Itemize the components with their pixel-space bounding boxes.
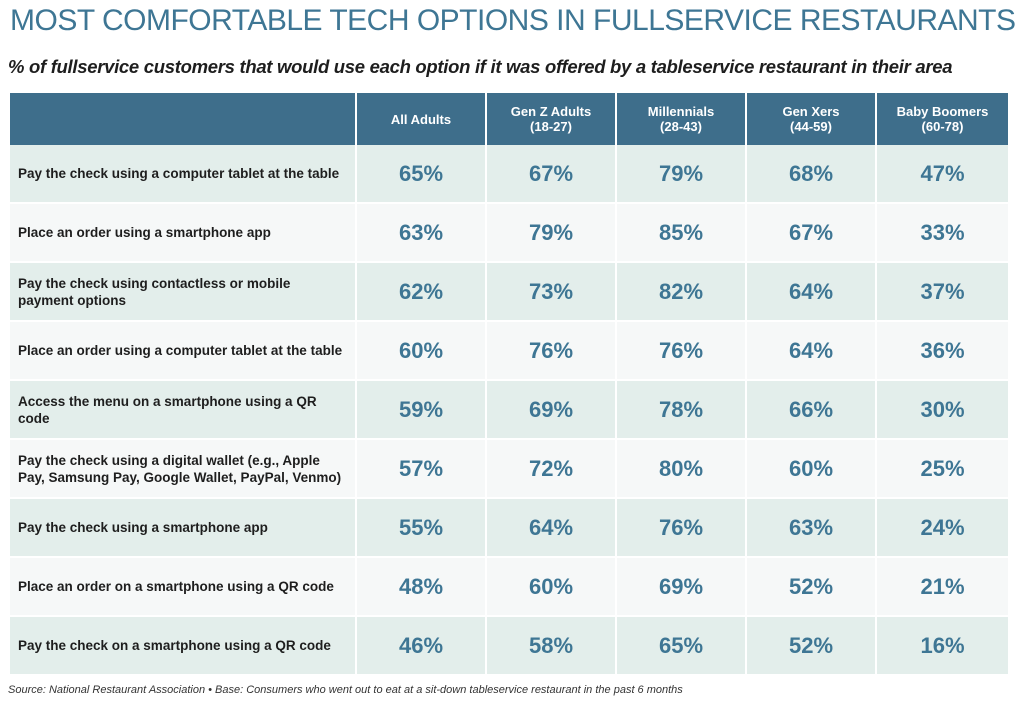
header-blank-cell xyxy=(10,93,357,145)
row-label: Place an order using a computer tablet a… xyxy=(10,322,357,381)
column-header-line1: Millennials xyxy=(647,104,715,119)
value-cell: 82% xyxy=(617,263,747,322)
value-cell: 52% xyxy=(747,558,877,617)
source-note: Source: National Restaurant Association … xyxy=(8,684,683,696)
value-cell: 16% xyxy=(877,617,1008,676)
table-row: Pay the check using contactless or mobil… xyxy=(10,263,1008,322)
value-cell: 67% xyxy=(487,145,617,204)
value-cell: 60% xyxy=(487,558,617,617)
value-cell: 78% xyxy=(617,381,747,440)
value-cell: 37% xyxy=(877,263,1008,322)
data-table: All Adults Gen Z Adults (18-27) Millennia… xyxy=(10,93,1008,676)
value-cell: 33% xyxy=(877,204,1008,263)
column-header-line2: (60-78) xyxy=(921,119,964,134)
value-cell: 69% xyxy=(487,381,617,440)
table-row: Place an order on a smartphone using a Q… xyxy=(10,558,1008,617)
column-header-line2: (18-27) xyxy=(530,119,572,134)
row-label: Pay the check on a smartphone using a QR… xyxy=(10,617,357,676)
row-label: Pay the check using contactless or mobil… xyxy=(10,263,357,322)
header-row: All Adults Gen Z Adults (18-27) Millennia… xyxy=(10,93,1008,145)
table-row: Access the menu on a smartphone using a … xyxy=(10,381,1008,440)
value-cell: 55% xyxy=(357,499,487,558)
row-label: Pay the check using a smartphone app xyxy=(10,499,357,558)
value-cell: 64% xyxy=(747,263,877,322)
value-cell: 36% xyxy=(877,322,1008,381)
table-row: Place an order using a computer tablet a… xyxy=(10,322,1008,381)
column-header-millennials: Millennials (28-43) xyxy=(617,93,747,145)
column-header-line1: Gen Z Adults xyxy=(510,104,592,119)
value-cell: 69% xyxy=(617,558,747,617)
value-cell: 52% xyxy=(747,617,877,676)
value-cell: 76% xyxy=(617,322,747,381)
value-cell: 63% xyxy=(357,204,487,263)
value-cell: 62% xyxy=(357,263,487,322)
row-label: Place an order using a smartphone app xyxy=(10,204,357,263)
value-cell: 59% xyxy=(357,381,487,440)
column-header-gen-z: Gen Z Adults (18-27) xyxy=(487,93,617,145)
value-cell: 25% xyxy=(877,440,1008,499)
column-header-all-adults: All Adults xyxy=(357,93,487,145)
value-cell: 65% xyxy=(357,145,487,204)
column-header-gen-x: Gen Xers (44-59) xyxy=(747,93,877,145)
column-header-line1: All Adults xyxy=(390,111,452,127)
value-cell: 46% xyxy=(357,617,487,676)
table-row: Pay the check using a digital wallet (e.… xyxy=(10,440,1008,499)
column-header-line1: Gen Xers xyxy=(782,104,840,119)
value-cell: 72% xyxy=(487,440,617,499)
value-cell: 24% xyxy=(877,499,1008,558)
value-cell: 58% xyxy=(487,617,617,676)
value-cell: 21% xyxy=(877,558,1008,617)
row-label: Pay the check using a digital wallet (e.… xyxy=(10,440,357,499)
value-cell: 64% xyxy=(747,322,877,381)
column-header-line2: (44-59) xyxy=(790,119,832,134)
value-cell: 68% xyxy=(747,145,877,204)
value-cell: 57% xyxy=(357,440,487,499)
table-row: Place an order using a smartphone app 63%… xyxy=(10,204,1008,263)
column-header-line1: Baby Boomers xyxy=(896,104,989,119)
value-cell: 30% xyxy=(877,381,1008,440)
value-cell: 63% xyxy=(747,499,877,558)
value-cell: 60% xyxy=(747,440,877,499)
page-subtitle: % of fullservice customers that would us… xyxy=(8,56,953,77)
table-row: Pay the check on a smartphone using a QR… xyxy=(10,617,1008,676)
value-cell: 67% xyxy=(747,204,877,263)
value-cell: 85% xyxy=(617,204,747,263)
column-header-line2: (28-43) xyxy=(660,119,702,134)
value-cell: 48% xyxy=(357,558,487,617)
value-cell: 65% xyxy=(617,617,747,676)
value-cell: 80% xyxy=(617,440,747,499)
value-cell: 73% xyxy=(487,263,617,322)
column-header-baby-boomers: Baby Boomers (60-78) xyxy=(877,93,1008,145)
value-cell: 79% xyxy=(487,204,617,263)
row-label: Access the menu on a smartphone using a … xyxy=(10,381,357,440)
value-cell: 76% xyxy=(617,499,747,558)
row-label: Pay the check using a computer tablet at… xyxy=(10,145,357,204)
page-title: MOST COMFORTABLE TECH OPTIONS IN FULLSER… xyxy=(10,4,1016,37)
table-body: Pay the check using a computer tablet at… xyxy=(10,145,1008,676)
row-label: Place an order on a smartphone using a Q… xyxy=(10,558,357,617)
table-row: Pay the check using a computer tablet at… xyxy=(10,145,1008,204)
value-cell: 76% xyxy=(487,322,617,381)
value-cell: 64% xyxy=(487,499,617,558)
value-cell: 60% xyxy=(357,322,487,381)
value-cell: 47% xyxy=(877,145,1008,204)
value-cell: 66% xyxy=(747,381,877,440)
value-cell: 79% xyxy=(617,145,747,204)
table-row: Pay the check using a smartphone app 55% 6… xyxy=(10,499,1008,558)
